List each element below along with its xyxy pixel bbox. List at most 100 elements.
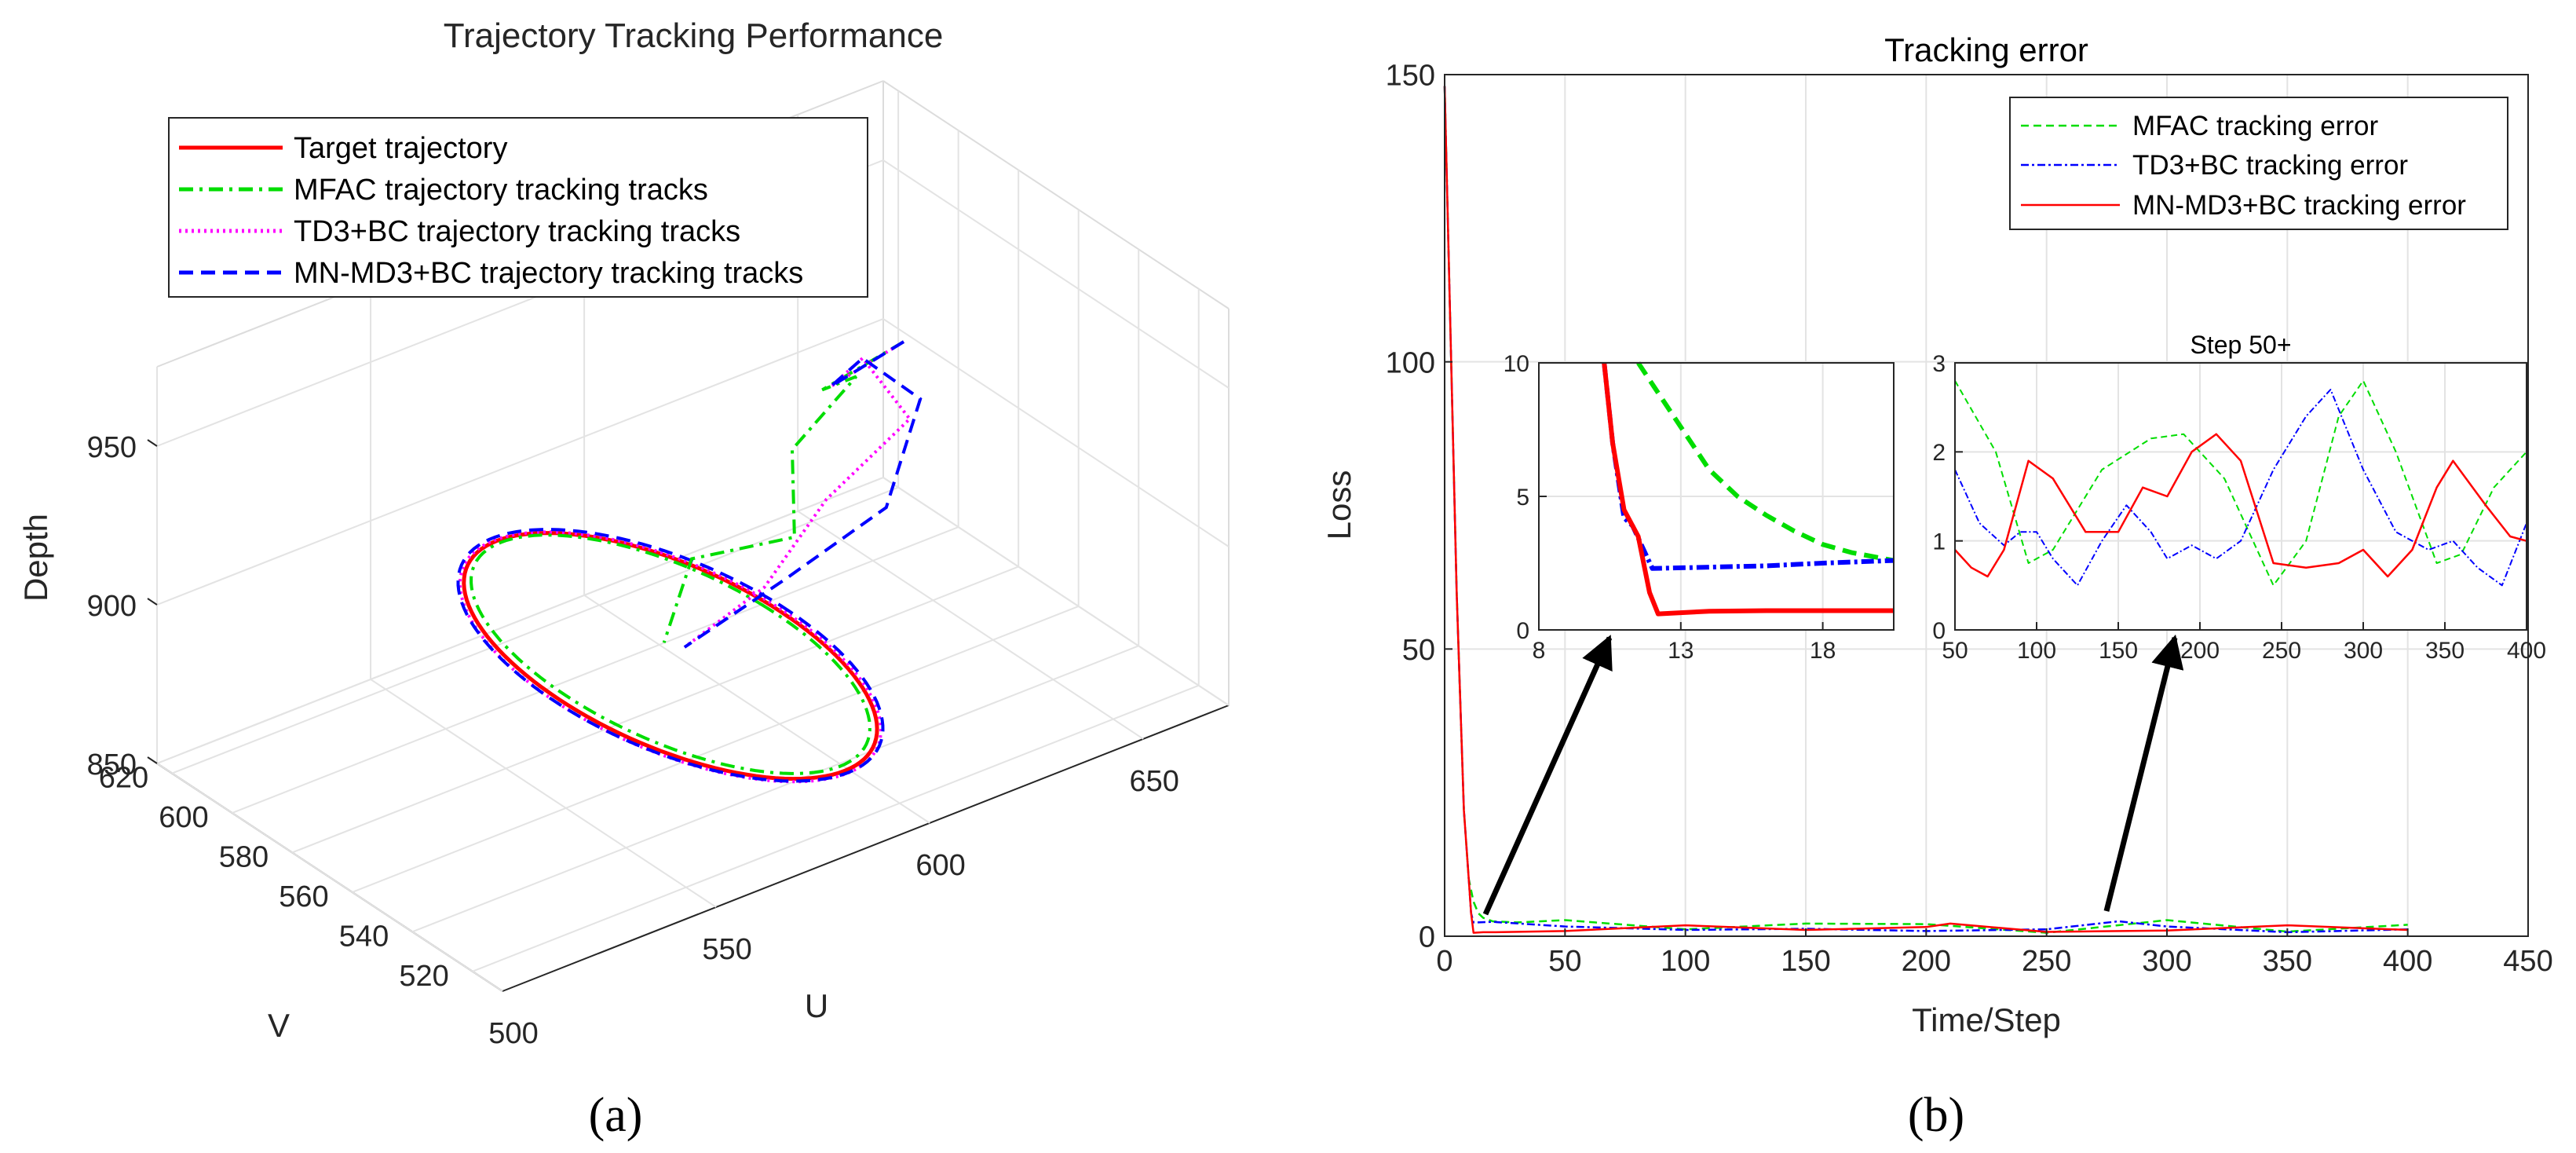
- a-legend-entry-mfac: MFAC trajectory tracking tracks: [179, 174, 708, 207]
- a-xlabel: U: [805, 987, 828, 1024]
- b-chart-title: Tracking error: [1884, 31, 2088, 68]
- inset2-ytick-label-2: 2: [1932, 440, 1946, 466]
- b-legend-label-mfac: MFAC tracking error: [2132, 111, 2378, 141]
- a-ztick-mark-850: [147, 756, 158, 764]
- a-legend-label-mfac: MFAC trajectory tracking tracks: [294, 174, 708, 207]
- b-xtick-label-50: 50: [1548, 945, 1581, 978]
- a-vtick-label-540: 540: [339, 920, 389, 953]
- a-series-td3bc-ellipse: [458, 530, 883, 784]
- a-zgrid-900: [156, 317, 1230, 606]
- inset1-xtick-label-18: 18: [1810, 638, 1836, 664]
- a-series-mfac-ellipse: [470, 533, 871, 775]
- a-vgrid-540: [411, 249, 1140, 933]
- a-ztick-mark-900: [147, 598, 158, 606]
- a-zgrid-950: [156, 159, 1230, 447]
- a-legend-entry-mnmd3: MN-MD3+BC trajectory tracking tracks: [179, 257, 803, 290]
- b-data-lines: [1443, 86, 2408, 934]
- inset1-xtick-label-13: 13: [1668, 638, 1694, 664]
- inset1-ytick-label-10: 10: [1504, 351, 1529, 377]
- inset2-series-mn-md3-bc: [1954, 433, 2527, 578]
- b-xtick-label-0: 0: [1436, 945, 1452, 978]
- b-legend-entry-mfac: MFAC tracking error: [2021, 111, 2378, 141]
- a-utick-label-550: 550: [702, 933, 751, 966]
- b-xtick-label-150: 150: [1781, 945, 1830, 978]
- inset2-title: Step 50+: [2191, 331, 2292, 359]
- b-xtick-label-450: 450: [2503, 945, 2552, 978]
- inset2-ytick-label-1: 1: [1932, 529, 1946, 555]
- b-legend: MFAC tracking error TD3+BC tracking erro…: [2009, 97, 2508, 230]
- b-series-mn-md3-bc-tracking-error: [1443, 86, 2408, 934]
- a-legend-label-mnmd3: MN-MD3+BC trajectory tracking tracks: [294, 257, 803, 290]
- arrow-to-inset-1: [1482, 635, 1613, 916]
- inset2-xtick-label-150: 150: [2099, 638, 2138, 664]
- b-ytick-label-0: 0: [1419, 921, 1435, 954]
- inset1-xtick-label-8: 8: [1533, 638, 1546, 664]
- inset2-xtick-label-250: 250: [2262, 638, 2301, 664]
- b-xlabel: Time/Step: [1912, 1001, 2061, 1038]
- a-pane-edge-6: [882, 80, 1230, 309]
- b-inset-1: 8 13 18 0 5 10: [1504, 351, 1895, 664]
- inset1-ytick-label-5: 5: [1516, 485, 1529, 511]
- a-series-mfac-approach: [662, 340, 905, 643]
- inset2-plot-area: [1955, 363, 2527, 630]
- inset2-ticks: 50 100 150 200 250 300 350 400 0 1 2 3: [1932, 351, 2546, 664]
- a-ylabel: V: [268, 1007, 290, 1044]
- a-ztick-label-900: 900: [87, 590, 137, 623]
- inset2-xtick-label-300: 300: [2344, 638, 2383, 664]
- caption-a: (a): [589, 1089, 643, 1142]
- b-legend-label-td3bc: TD3+BC tracking error: [2132, 150, 2408, 181]
- inset1-data-lines: [1602, 361, 1895, 617]
- b-ytick-label-100: 100: [1386, 346, 1435, 379]
- b-legend-box: [2009, 97, 2508, 230]
- a-ugrid-550: [370, 282, 717, 908]
- b-ytick-label-150: 150: [1386, 60, 1435, 93]
- inset2-xtick-label-50: 50: [1942, 638, 1968, 664]
- inset1-ytick-label-0: 0: [1516, 618, 1529, 644]
- b-xtick-label-100: 100: [1661, 945, 1710, 978]
- inset2-series-td3-bc: [1954, 389, 2527, 587]
- a-series-target-trajectory: [462, 531, 879, 781]
- a-zgrid-850: [156, 476, 1230, 764]
- a-vgrid-520: [472, 288, 1200, 972]
- inset2-xtick-label-200: 200: [2180, 638, 2220, 664]
- a-utick-label-500: 500: [488, 1017, 538, 1050]
- inset2-data-lines: [1954, 379, 2527, 587]
- a-ztick-label-950: 950: [87, 431, 137, 464]
- a-vtick-label-520: 520: [399, 960, 448, 993]
- b-ylabel: Loss: [1321, 470, 1357, 540]
- a-vgrid-560: [352, 209, 1080, 893]
- a-legend-label-td3bc: TD3+BC trajectory tracking tracks: [294, 215, 740, 248]
- a-legend-entry-td3bc: TD3+BC trajectory tracking tracks: [179, 215, 740, 248]
- arrow-to-inset-2: [2103, 634, 2184, 912]
- a-legend-entry-target: Target trajectory: [179, 132, 507, 165]
- inset2-xtick-label-400: 400: [2507, 638, 2546, 664]
- b-axes-frame: [1444, 74, 2529, 937]
- inset1-series-mn-md3-bc: [1602, 362, 1894, 617]
- inset1-ticks: 8 13 18 0 5 10: [1504, 351, 1836, 664]
- caption-b: (b): [1908, 1089, 1964, 1142]
- a-vtick-label-620: 620: [99, 762, 148, 795]
- b-ytick-label-50: 50: [1402, 634, 1435, 667]
- a-ugrid-500: [156, 367, 503, 992]
- a-utick-label-650: 650: [1129, 765, 1178, 798]
- a-legend: Target trajectory MFAC trajectory tracki…: [168, 117, 868, 298]
- b-legend-label-mnmd3: MN-MD3+BC tracking error: [2132, 190, 2466, 221]
- b-xtick-label-250: 250: [2022, 945, 2071, 978]
- inset2-xtick-label-350: 350: [2425, 638, 2465, 664]
- a-axis-line-0: [502, 705, 1230, 992]
- inset2-xtick-label-100: 100: [2017, 638, 2056, 664]
- a-series-td3bc-approach: [683, 340, 912, 649]
- a-vtick-label-560: 560: [279, 880, 328, 913]
- a-zlabel: Depth: [17, 514, 54, 602]
- inset2-frame: [1954, 362, 2527, 631]
- a-data-lines: [456, 340, 923, 784]
- inset2-ytick-label-0: 0: [1932, 618, 1946, 644]
- a-vtick-label-580: 580: [219, 840, 269, 873]
- inset2-ytick-label-3: 3: [1932, 351, 1946, 377]
- b-xtick-label-200: 200: [1902, 945, 1951, 978]
- a-legend-label-target: Target trajectory: [294, 132, 507, 165]
